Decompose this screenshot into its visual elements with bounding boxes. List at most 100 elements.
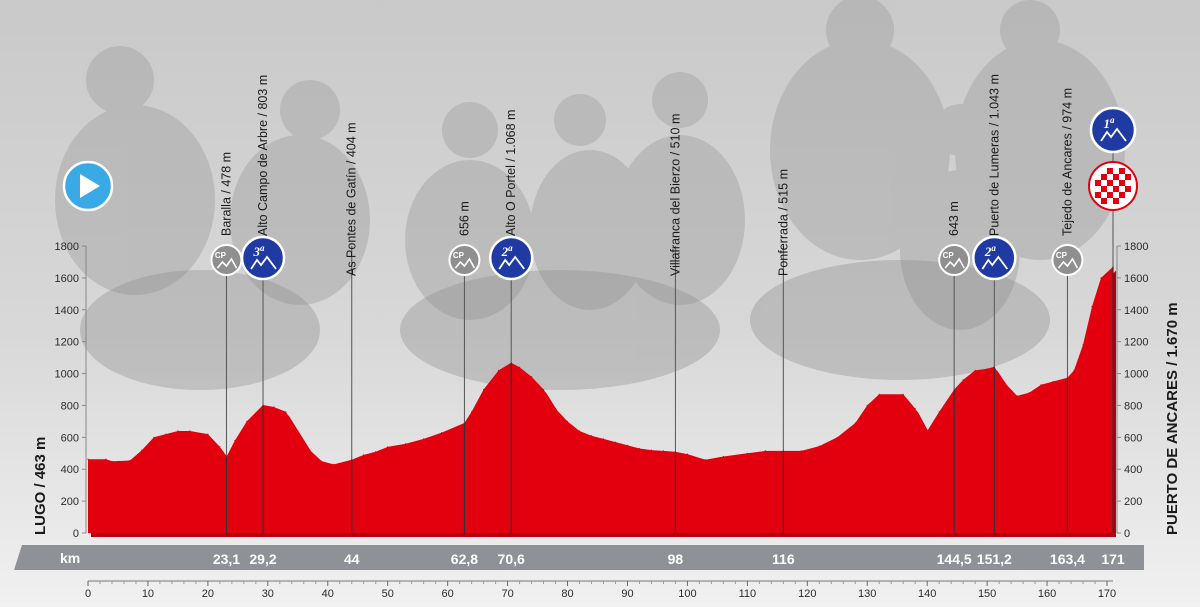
profile-point	[746, 452, 749, 454]
mountain-badge-circle	[240, 235, 286, 281]
checkered-square	[1101, 174, 1107, 180]
profile-point	[1028, 392, 1030, 394]
km-bar-value: 70,6	[498, 551, 525, 567]
mountain-category-text: 1a	[1104, 115, 1116, 131]
profile-point	[566, 420, 569, 422]
profile-point	[590, 435, 593, 437]
profile-point	[189, 430, 191, 432]
profile-point	[926, 430, 928, 432]
profile-point	[854, 422, 856, 424]
checkpoint-badge-circle	[210, 244, 243, 276]
profile-point	[471, 411, 473, 413]
checkered-square	[1107, 192, 1113, 198]
mountain-category-badge: 2a	[972, 235, 1017, 281]
mountain-icon	[250, 255, 277, 270]
profile-point	[207, 433, 209, 435]
km-bar-value: 62,8	[451, 551, 478, 567]
checkpoint-badge: CP	[210, 244, 243, 276]
profile-point	[273, 406, 275, 408]
profile-point	[177, 430, 179, 432]
x-tick-label: 160	[1038, 588, 1056, 600]
x-tick-label: 100	[678, 588, 696, 600]
profile-point	[986, 368, 988, 370]
km-bar-value: 171	[1101, 551, 1125, 567]
profile-point	[578, 430, 581, 432]
checkered-square	[1107, 180, 1113, 186]
start-badge	[62, 160, 114, 212]
x-tick-label: 140	[918, 588, 936, 600]
y-tick-label-left: 400	[61, 464, 79, 476]
profile-point	[650, 449, 653, 451]
profile-point	[165, 433, 167, 435]
checkered-square	[1107, 168, 1113, 174]
waypoint-label: 656 m	[457, 201, 471, 236]
checkered-square	[1125, 174, 1131, 180]
profile-point	[914, 408, 916, 410]
mountain-icon	[1057, 257, 1079, 269]
km-bar-value: 29,2	[249, 551, 276, 567]
y-tick-label-left: 800	[61, 400, 79, 412]
category-superscript: a	[508, 243, 513, 253]
profile-point	[363, 454, 365, 456]
y-tick-label-left: 0	[73, 528, 79, 540]
profile-point	[309, 449, 311, 451]
profile-layer	[87, 266, 1116, 537]
checkpoint-badge: CP	[938, 244, 971, 276]
checkpoint-badge-text: CP	[215, 251, 227, 260]
y-tick-label-right: 1800	[1124, 241, 1148, 253]
km-bar-values: 23,1 29,2 44 62,8 70,6 98 116 144,5 151,2 163,4 17…	[213, 551, 1125, 567]
y-tick-label-left: 1000	[55, 369, 79, 381]
y-tick-label-left: 1800	[55, 241, 79, 253]
x-tick-label: 90	[621, 588, 633, 600]
profile-point	[686, 453, 689, 455]
category-number: 2	[501, 244, 509, 259]
mountain-icon	[1100, 127, 1127, 142]
profile-point	[387, 446, 389, 448]
mountain-category-badge: 2a	[488, 235, 534, 281]
checkered-square	[1119, 180, 1125, 186]
y-tick-label-left: 600	[61, 432, 79, 444]
y-tick-label-right: 1200	[1124, 337, 1148, 349]
profile-point	[1091, 306, 1093, 308]
km-bar-value: 151,2	[977, 551, 1012, 567]
profile-point	[405, 443, 407, 445]
y-tick-label-right: 400	[1124, 464, 1142, 476]
profile-point	[800, 450, 802, 452]
km-bar-left-cap	[14, 545, 38, 570]
profile-point	[333, 463, 335, 465]
y-axis-right: 0 200 400 600 800 1000 1200 1400 1600 1800	[1116, 241, 1148, 540]
x-tick-label: 40	[322, 588, 334, 600]
mountain-icon	[498, 255, 525, 270]
waypoint-label: Alto Campo de Arbre / 803 m	[256, 75, 270, 236]
y-tick-label-left: 200	[61, 496, 79, 508]
profile-point	[141, 449, 143, 451]
x-tick-label: 50	[382, 588, 394, 600]
profile-point	[105, 458, 107, 460]
checkered-square	[1119, 192, 1125, 198]
x-axis: 0 10 20 30 40 50 60 70 80 90 100 110 120 130 140 150 160…	[85, 581, 1116, 600]
profile-point	[1100, 277, 1102, 279]
profile-point	[285, 411, 287, 413]
x-tick-label: 150	[978, 588, 996, 600]
checkered-square	[1101, 186, 1107, 192]
x-tick-label: 30	[262, 588, 274, 600]
y-tick-label-right: 200	[1124, 496, 1142, 508]
profile-point	[483, 388, 485, 391]
mountain-icon	[216, 257, 238, 269]
mountain-category-text: 2a	[984, 243, 997, 259]
profile-point	[423, 438, 425, 440]
x-tick-label: 130	[858, 588, 876, 600]
y-tick-label-right: 1600	[1124, 273, 1148, 285]
profile-point	[87, 458, 89, 460]
profile-point	[866, 404, 868, 406]
checkered-square	[1095, 180, 1101, 186]
km-bar	[22, 545, 1144, 570]
profile-point	[974, 369, 976, 371]
profile-point	[1004, 382, 1006, 384]
start-label: LUGO / 463 m	[32, 437, 49, 535]
profile-point	[878, 393, 880, 395]
y-tick-label-right: 600	[1124, 432, 1142, 444]
y-axis-left: 0 200 400 600 800 1000 1200 1400 1600 1800	[55, 241, 87, 540]
profile-point	[704, 459, 707, 461]
